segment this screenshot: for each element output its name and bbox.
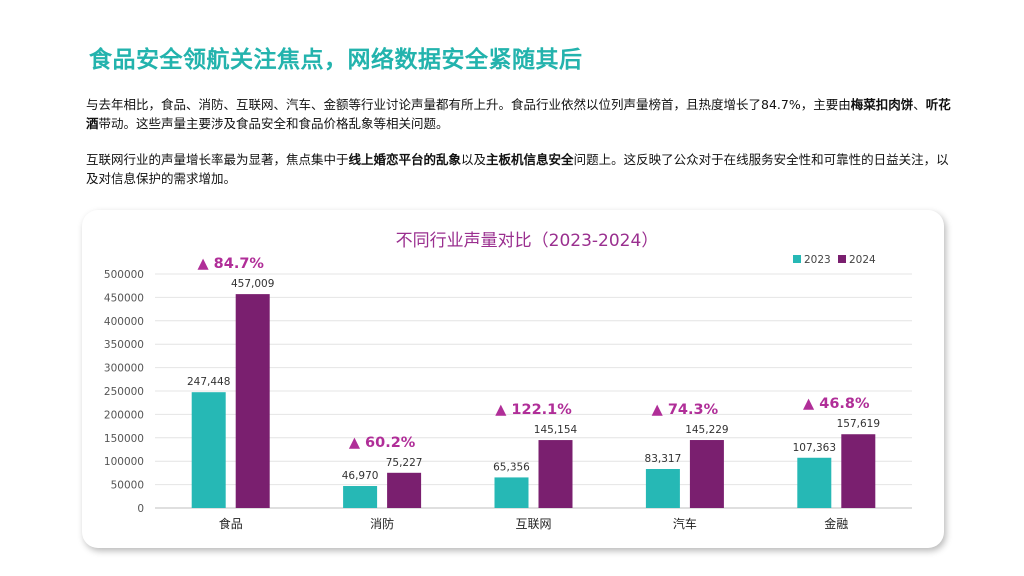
legend-label-2024: 2024 xyxy=(849,254,876,266)
data-label-2024: 75,227 xyxy=(386,457,423,469)
data-label-2023: 83,317 xyxy=(645,453,682,465)
y-tick-label: 400000 xyxy=(104,316,144,328)
y-tick-label: 500000 xyxy=(104,269,144,281)
data-label-2023: 65,356 xyxy=(493,461,530,473)
y-tick-label: 0 xyxy=(137,503,144,515)
legend-swatch-2023 xyxy=(793,255,801,263)
bar-2024 xyxy=(689,440,724,508)
y-tick-label: 150000 xyxy=(104,433,144,445)
growth-label: ▲ 122.1% xyxy=(495,402,572,418)
p1-highlight-1: 梅菜扣肉饼 xyxy=(850,97,914,112)
x-tick-label: 汽车 xyxy=(673,516,697,531)
y-tick-label: 100000 xyxy=(104,456,144,468)
y-tick-label: 50000 xyxy=(111,480,144,492)
p1-text-1: 与去年相比，食品、消防、互联网、汽车、金额等行业讨论声量都有所上升。食品行业依然… xyxy=(86,97,851,112)
p2-highlight-2: 主板机信息安全 xyxy=(486,152,574,167)
bar-2023 xyxy=(645,469,680,508)
data-label-2024: 145,154 xyxy=(534,424,578,436)
bar-2023 xyxy=(343,486,378,508)
p2-text-2: 以及 xyxy=(461,152,487,167)
y-tick-label: 450000 xyxy=(104,292,144,304)
growth-label: ▲ 60.2% xyxy=(349,435,416,451)
bar-2023 xyxy=(191,392,226,508)
y-tick-label: 200000 xyxy=(104,409,144,421)
x-tick-label: 食品 xyxy=(219,516,243,531)
bar-2024 xyxy=(235,294,270,508)
growth-label: ▲ 46.8% xyxy=(803,396,870,412)
x-tick-label: 消防 xyxy=(370,516,394,531)
x-tick-label: 互联网 xyxy=(515,517,551,531)
bar-2024 xyxy=(387,472,422,508)
bar-2024 xyxy=(841,434,876,508)
y-tick-label: 250000 xyxy=(104,386,144,398)
growth-label: ▲ 74.3% xyxy=(652,402,719,418)
bar-2024 xyxy=(538,440,573,508)
p1-highlight-2: 听花酒 xyxy=(86,97,951,131)
p1-text-3: 带动。这些声量主要涉及食品安全和食品价格乱象等相关问题。 xyxy=(98,116,449,131)
legend-label-2023: 2023 xyxy=(804,254,831,266)
y-tick-label: 350000 xyxy=(104,339,144,351)
p2-text-1: 互联网行业的声量增长率最为显著，焦点集中于 xyxy=(86,152,349,167)
chart-title: 不同行业声量对比（2023-2024） xyxy=(396,231,659,251)
data-label-2024: 457,009 xyxy=(231,278,274,290)
p2-text-3: 问题上。这反映了公众对于在线服务安全性和可靠性的日益关注，以及对信息保护的需求增… xyxy=(86,152,949,186)
page-title: 食品安全领航关注焦点，网络数据安全紧随其后 xyxy=(89,47,583,73)
p1-text-2: 、 xyxy=(913,97,926,112)
data-label-2024: 157,619 xyxy=(837,418,880,430)
data-label-2023: 107,363 xyxy=(793,442,836,454)
data-label-2023: 247,448 xyxy=(187,376,230,388)
summary-paragraph-2: 互联网行业的声量增长率最为显著，焦点集中于线上婚恋平台的乱象以及主板机信息安全问… xyxy=(86,150,956,188)
y-tick-label: 300000 xyxy=(104,363,144,375)
bar-2023 xyxy=(797,457,832,508)
p2-highlight-1: 线上婚恋平台的乱象 xyxy=(348,152,462,167)
data-label-2024: 145,229 xyxy=(685,424,728,436)
legend-swatch-2024 xyxy=(838,255,846,263)
bar-2023 xyxy=(494,477,529,508)
growth-label: ▲ 84.7% xyxy=(197,256,264,272)
data-label-2023: 46,970 xyxy=(342,470,379,482)
summary-paragraph-1: 与去年相比，食品、消防、互联网、汽车、金额等行业讨论声量都有所上升。食品行业依然… xyxy=(86,95,956,133)
x-tick-label: 金融 xyxy=(824,516,848,531)
